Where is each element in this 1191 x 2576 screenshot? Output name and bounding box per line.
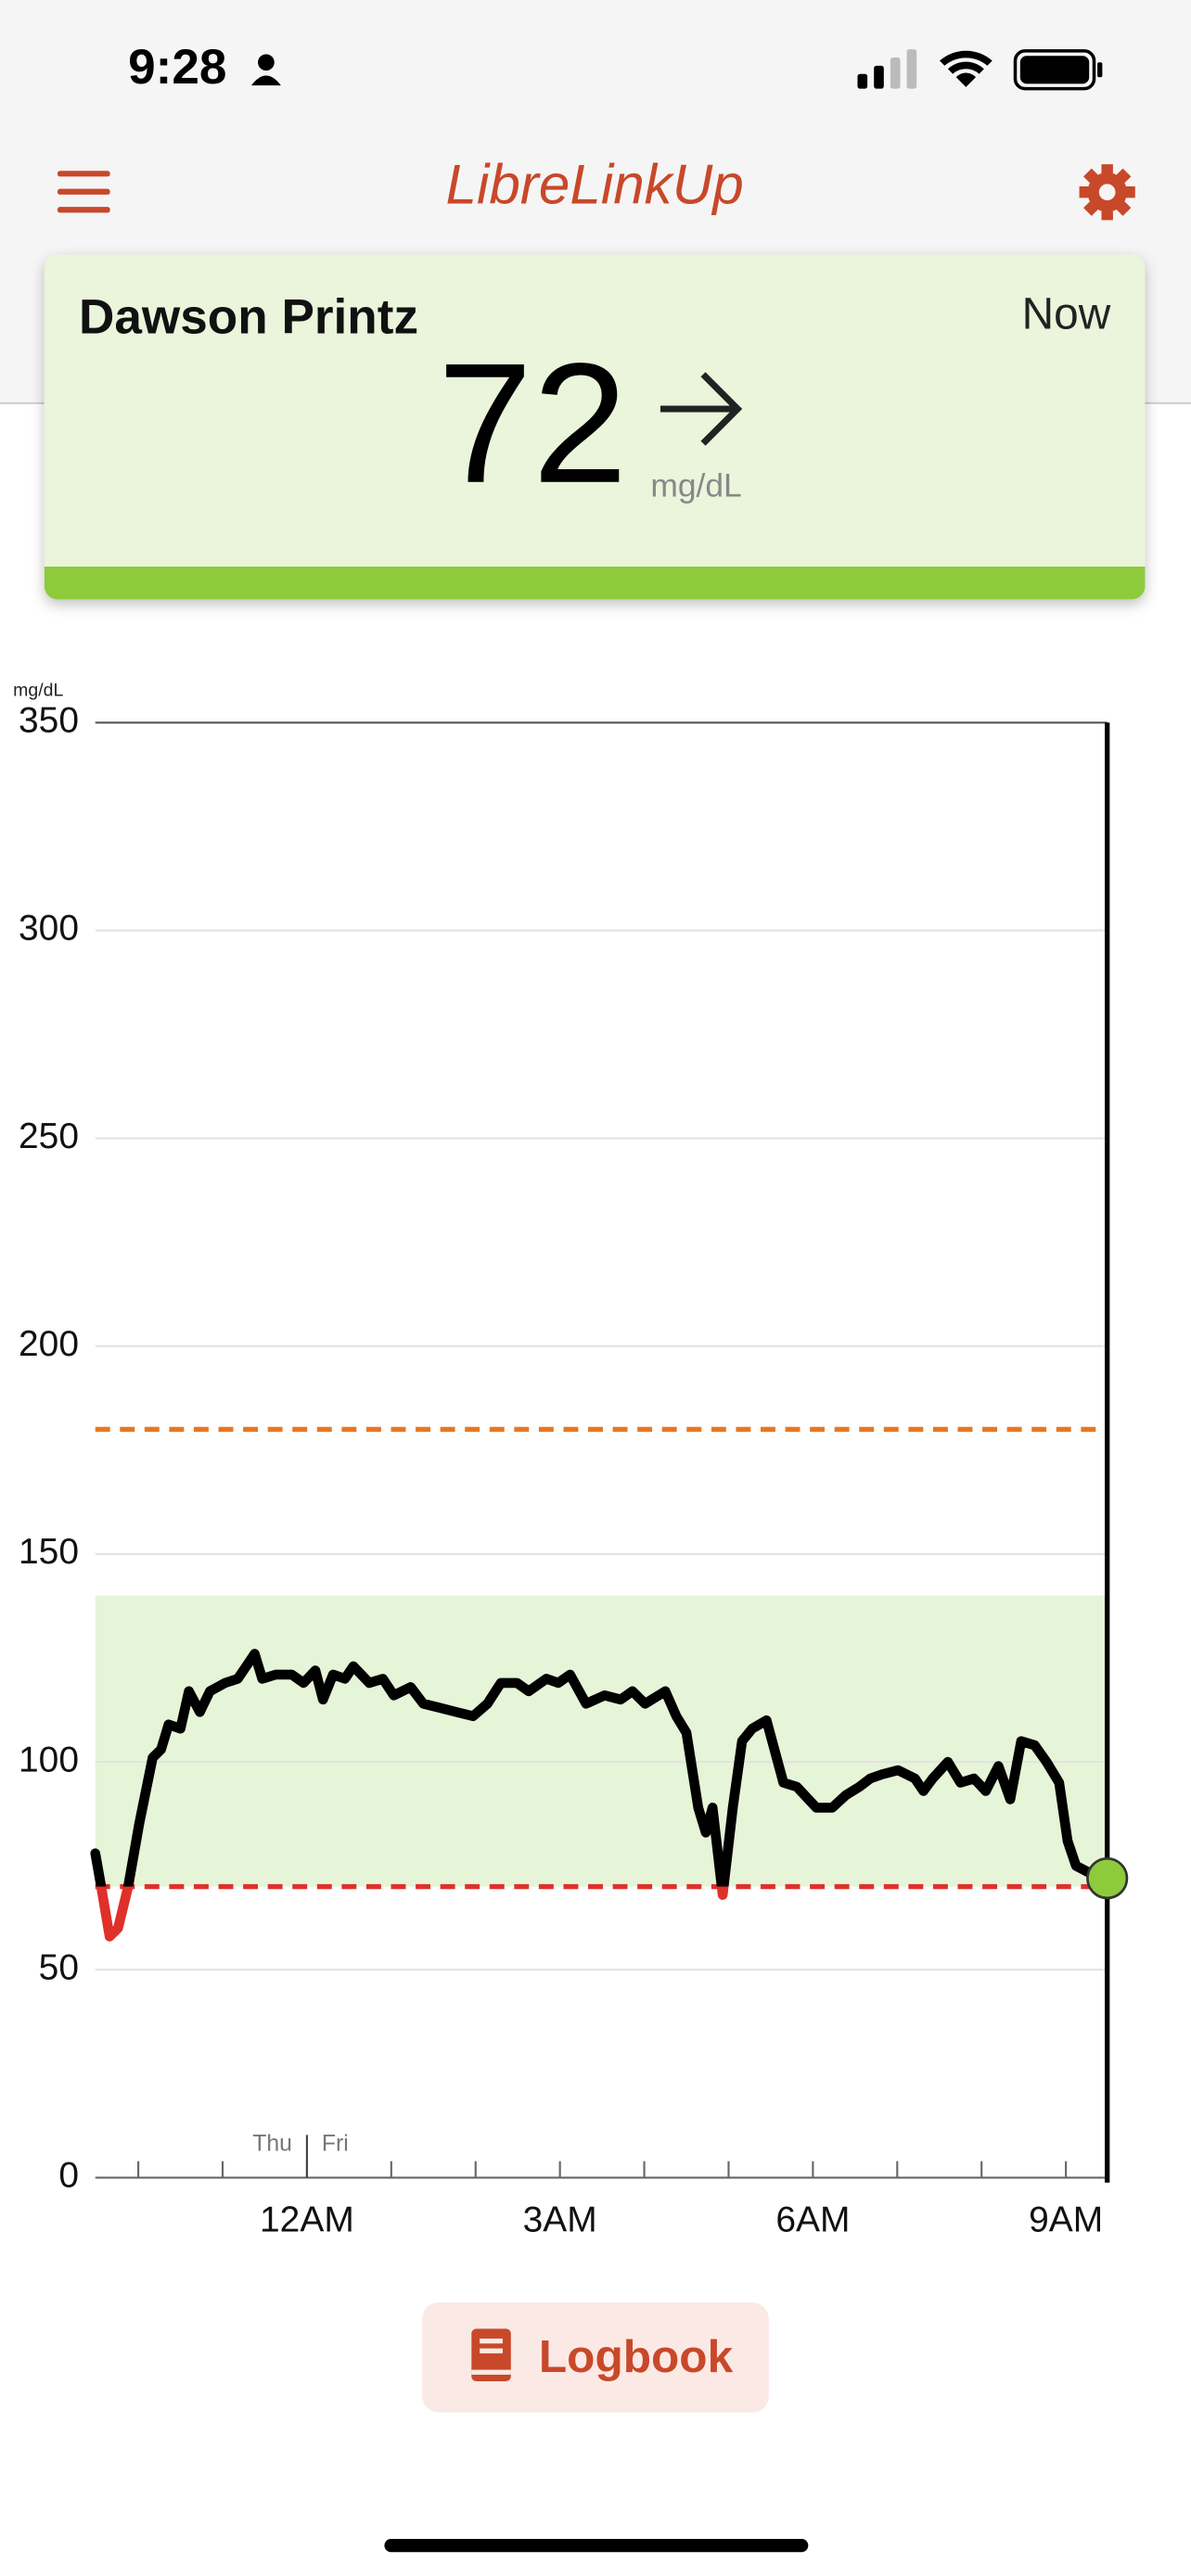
- logbook-button[interactable]: Logbook: [422, 2302, 769, 2413]
- card-status-bar: [44, 567, 1146, 600]
- x-tick-label: 9AM: [1029, 2200, 1103, 2240]
- y-tick-label: 150: [19, 1532, 79, 1572]
- day-after: Fri: [322, 2132, 349, 2157]
- book-icon: [471, 2328, 511, 2381]
- y-tick-label: 300: [19, 909, 79, 949]
- target-range: [95, 1595, 1108, 1887]
- settings-button[interactable]: [1079, 164, 1135, 221]
- app-title: LibreLinkUp: [445, 153, 743, 216]
- y-tick-label: 350: [19, 701, 79, 741]
- status-time: 9:28: [128, 40, 226, 95]
- day-before: Thu: [252, 2132, 292, 2157]
- reading-time: Now: [1022, 289, 1111, 338]
- y-axis-label: mg/dL: [13, 681, 63, 701]
- x-tick-label: 3AM: [523, 2200, 597, 2240]
- card-bg: [44, 254, 1146, 600]
- menu-button[interactable]: [57, 171, 110, 213]
- y-tick-label: 250: [19, 1116, 79, 1156]
- y-tick-label: 100: [19, 1740, 79, 1779]
- home-indicator: [384, 2539, 809, 2553]
- current-point: [1086, 1857, 1129, 1900]
- x-tick-label: 6AM: [775, 2200, 850, 2240]
- y-tick-label: 0: [58, 2156, 79, 2196]
- trend-arrow: [660, 372, 743, 446]
- x-tick-label: 12AM: [260, 2200, 354, 2240]
- button-label: Logbook: [539, 2330, 734, 2382]
- patient-name: Dawson Printz: [79, 289, 418, 344]
- glucose-value: 72: [438, 328, 628, 519]
- patient-card[interactable]: Dawson Printz Now 72 mg/dL: [44, 254, 1146, 600]
- y-tick-label: 200: [19, 1324, 79, 1364]
- glucose-line: [90, 1649, 1112, 1942]
- glucose-chart: 0 50 100 150 200 250 300 350 12AM 3AM 6AM 9AM Thu Fri: [19, 701, 1129, 2240]
- status-icons: [250, 49, 1103, 91]
- y-tick-label: 50: [39, 1948, 79, 1988]
- glucose-unit: mg/dL: [650, 466, 741, 504]
